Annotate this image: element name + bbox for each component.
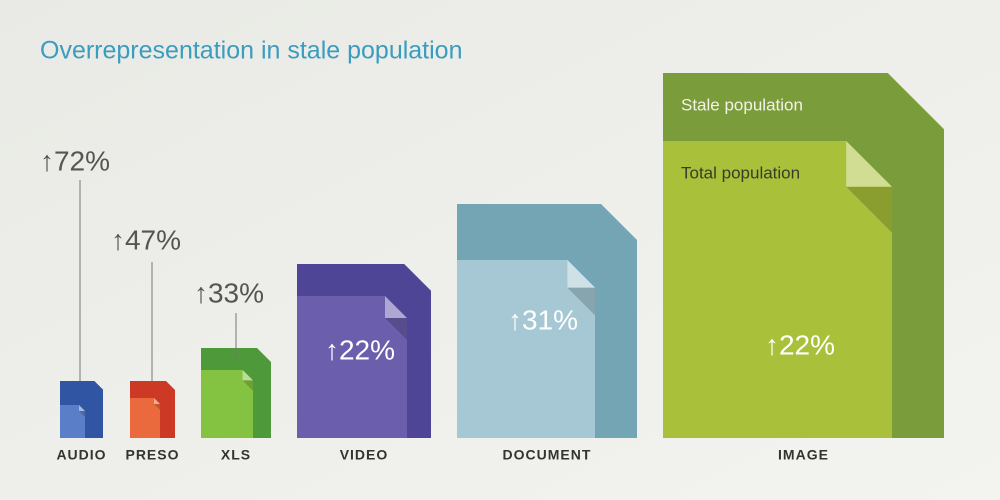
fold-flap [154,398,160,404]
total-file [60,405,85,438]
fold-shadow [385,318,407,340]
fold-shadow [79,411,85,417]
value-label: ↑33% [194,277,264,308]
value-label: ↑22% [765,329,835,360]
value-label: ↑47% [111,224,181,255]
fold-shadow [242,380,253,391]
category-label: PRESO [125,447,179,463]
fold-flap [846,141,892,187]
category-label: IMAGE [778,447,829,463]
category-label: XLS [221,447,251,463]
icons: ↑72% AUDIO ↑47% PRESO ↑33% XLS ↑22% VIDEO ↑31% DO… [40,73,944,463]
fold-shadow [154,404,160,410]
total-file [130,398,160,438]
category-label: DOCUMENT [503,447,592,463]
category-label: VIDEO [340,447,389,463]
fold-flap [567,260,595,288]
total-file [201,370,253,438]
fold-flap [79,405,85,411]
category-label: AUDIO [56,447,106,463]
total-file [297,296,407,438]
value-label: ↑72% [40,145,110,176]
value-label: ↑31% [508,304,578,335]
value-label: ↑22% [325,334,395,365]
legend-total: Total population [681,163,800,182]
fold-flap [242,370,253,381]
legend-stale: Stale population [681,95,803,114]
total-file [457,260,595,438]
fold-shadow [567,287,595,316]
fold-shadow [846,186,892,233]
chart-title: Overrepresentation in stale population [40,37,463,65]
total-file [663,141,892,438]
fold-flap [385,296,407,318]
